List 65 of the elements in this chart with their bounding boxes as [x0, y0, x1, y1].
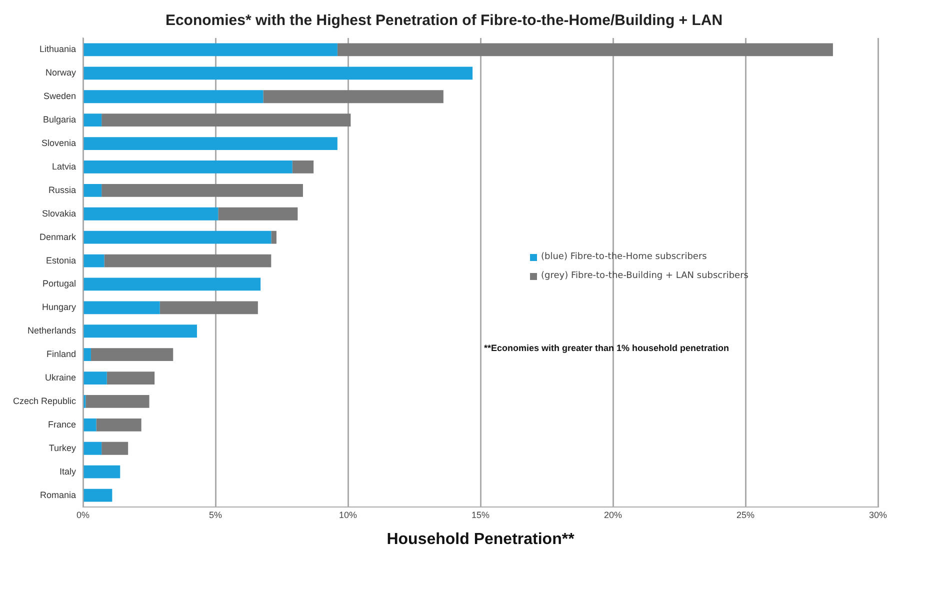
- bar: [84, 43, 338, 56]
- bar: [102, 114, 351, 127]
- bar: [84, 488, 112, 502]
- bar: [84, 114, 102, 127]
- bar: [104, 254, 272, 268]
- y-tick-label: Netherlands: [28, 326, 77, 336]
- y-tick-label: France: [48, 419, 76, 430]
- bar: [84, 324, 197, 338]
- chart-title: Economies* with the Highest Penetration of Fibre-to-the-Home/Building + LAN: [165, 12, 723, 30]
- bar: [84, 184, 102, 197]
- bar: [84, 254, 104, 268]
- bar: [102, 184, 303, 197]
- bar: [84, 90, 264, 104]
- x-tick-label: 15%: [472, 510, 490, 520]
- bar: [84, 348, 91, 362]
- x-tick-label: 30%: [868, 510, 888, 520]
- bar: [292, 160, 314, 174]
- y-tick-label: Slovakia: [42, 208, 76, 218]
- x-tick-label: 25%: [736, 510, 755, 520]
- y-tick-label: Denmark: [40, 232, 77, 242]
- bar: [102, 442, 128, 455]
- legend-label: (blue) Fibre-to-the-Home subscribers: [541, 252, 707, 262]
- bar: [96, 418, 142, 432]
- y-tick-label: Romania: [40, 490, 76, 500]
- bar: [84, 66, 473, 80]
- y-tick-label: Sweden: [44, 91, 76, 102]
- legend-label: (grey) Fibre-to-the-Building + LAN subscribers: [541, 271, 748, 281]
- x-tick-label: 10%: [339, 510, 358, 520]
- annotation: **Economies with greater than 1% household penetration: [484, 343, 730, 353]
- x-tick-label: 5%: [209, 510, 222, 520]
- bar: [271, 230, 276, 244]
- bar: [84, 372, 107, 384]
- bar: [84, 301, 160, 314]
- y-tick-label: Bulgaria: [43, 114, 76, 125]
- y-tick-label: Czech Republic: [13, 396, 77, 406]
- bar: [84, 278, 261, 291]
- bar: [84, 207, 218, 220]
- bar: [86, 395, 150, 408]
- bar: [84, 465, 120, 478]
- bar: [84, 418, 96, 432]
- y-tick-label: Italy: [60, 466, 77, 476]
- bar: [84, 442, 102, 455]
- x-tick-label: 20%: [604, 510, 622, 520]
- bar: [84, 137, 338, 150]
- y-tick-label: Estonia: [46, 255, 76, 266]
- y-tick-label: Norway: [46, 68, 77, 78]
- bar: [160, 301, 258, 314]
- bar: [263, 90, 444, 104]
- bar: [84, 230, 272, 244]
- bar: [84, 160, 292, 174]
- x-tick-label: 0%: [76, 510, 90, 520]
- y-tick-label: Ukraine: [45, 372, 76, 383]
- y-tick-label: Turkey: [48, 442, 77, 453]
- y-tick-label: Portugal: [42, 278, 76, 289]
- y-tick-label: Lithuania: [39, 44, 76, 54]
- y-tick-label: Russia: [48, 184, 76, 195]
- y-tick-label: Slovenia: [42, 138, 76, 148]
- bar: [106, 372, 155, 384]
- y-tick-label: Hungary: [42, 302, 77, 312]
- y-tick-label: Latvia: [52, 161, 76, 172]
- bar: [218, 207, 298, 220]
- y-tick-label: Finland: [46, 349, 76, 360]
- bar: [337, 43, 833, 56]
- x-axis-title: Household Penetration**: [386, 530, 576, 548]
- bar: [90, 348, 174, 362]
